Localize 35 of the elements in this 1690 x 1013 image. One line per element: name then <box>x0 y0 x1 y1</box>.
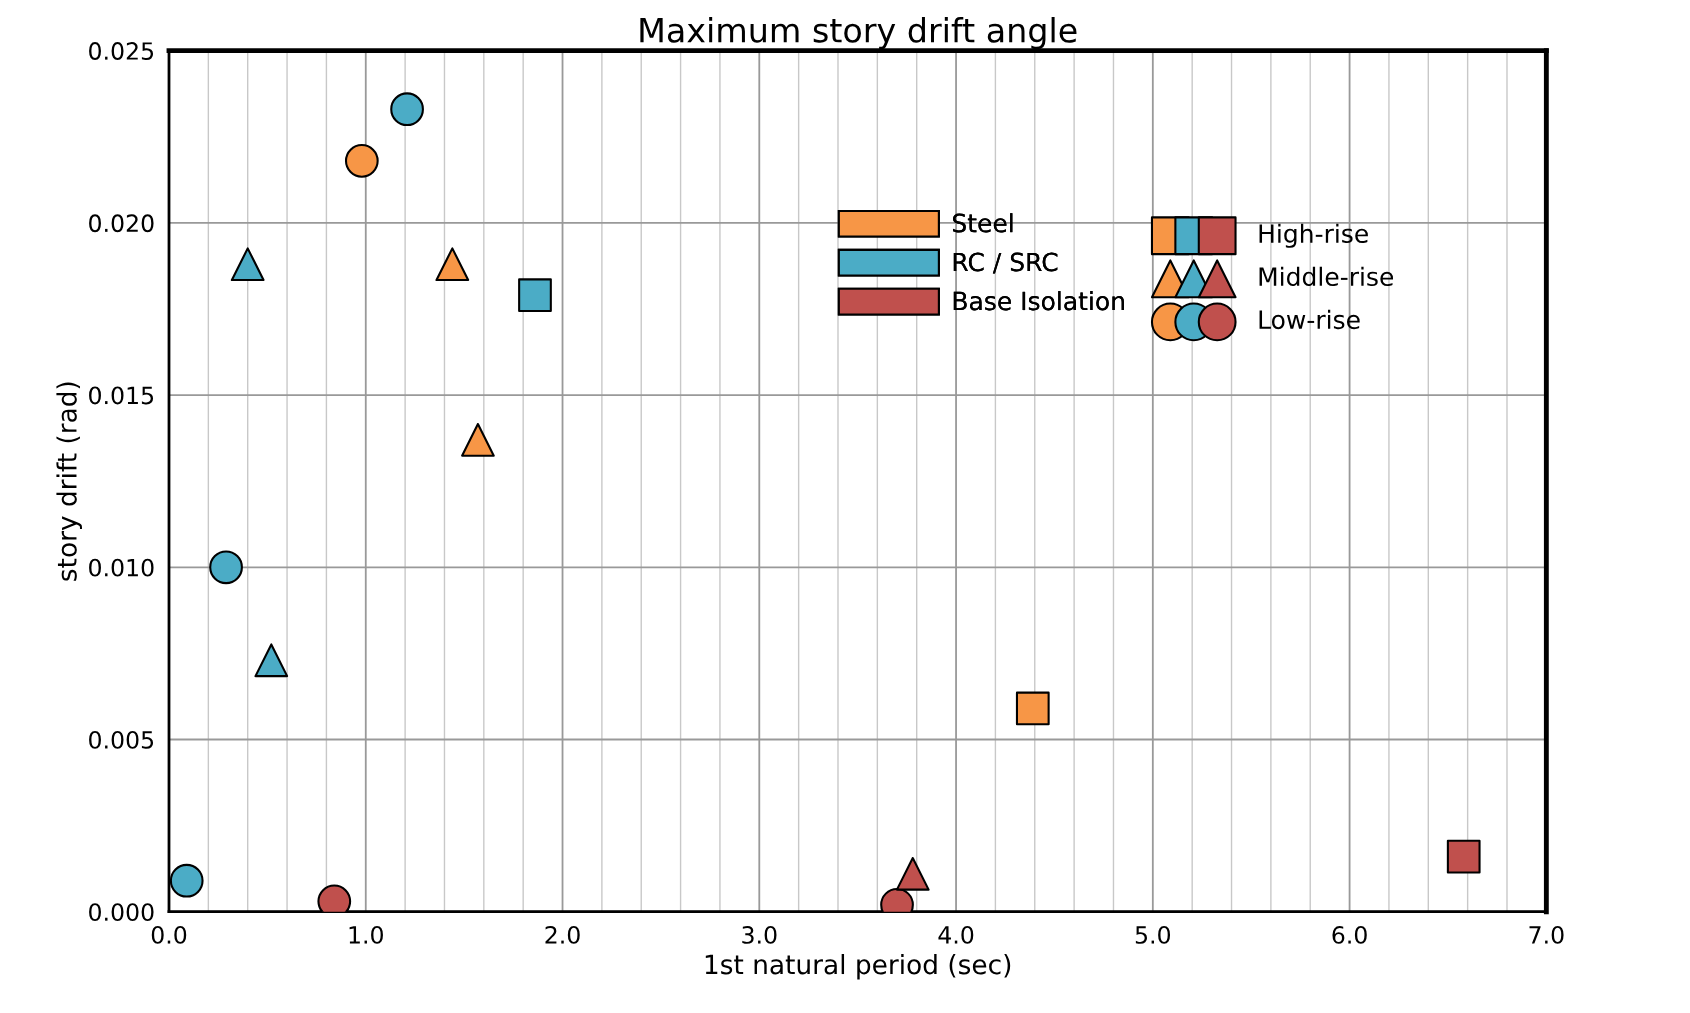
point <box>1015 691 1050 726</box>
legend-label: Base Isolation <box>953 291 1124 311</box>
point <box>230 247 265 282</box>
chart-title: Maximum story drift angle <box>640 16 1077 50</box>
y-tick-label: 0.000 <box>89 903 154 922</box>
y-tick-label: 0.020 <box>89 214 154 233</box>
y-axis-title: story drift (rad) <box>56 382 82 581</box>
x-tick-label: 7.0 <box>1529 926 1564 944</box>
x-tick-label: 6.0 <box>1332 926 1367 944</box>
x-tick-label: 2.0 <box>545 926 580 944</box>
annotation: High-rise <box>1259 223 1368 248</box>
y-tick-label: 0.010 <box>89 558 154 577</box>
x-tick-label: 1.0 <box>349 926 383 944</box>
x-tick-label: 0.0 <box>151 926 187 944</box>
point <box>435 247 470 282</box>
point <box>390 92 424 127</box>
point <box>344 143 379 178</box>
x-axis-title: 1st natural period (sec) <box>705 954 1011 980</box>
point <box>209 550 243 585</box>
point <box>169 863 204 898</box>
x-tick-label: 5.0 <box>1135 926 1171 944</box>
x-tick-label: 4.0 <box>938 926 974 944</box>
point <box>895 856 930 891</box>
legend-label: Steel <box>953 213 1013 233</box>
legend-label: RC / SRC <box>953 252 1058 274</box>
point <box>1446 839 1481 874</box>
annotation: Low-rise <box>1259 309 1360 330</box>
point <box>518 278 552 313</box>
annotation: Middle-rise <box>1259 266 1394 287</box>
y-tick-label: 0.005 <box>89 730 154 749</box>
point <box>254 643 289 678</box>
y-tick-label: 0.025 <box>89 42 154 60</box>
x-tick-label: 3.0 <box>742 926 777 944</box>
point <box>461 422 495 457</box>
y-tick-label: 0.015 <box>89 386 154 405</box>
